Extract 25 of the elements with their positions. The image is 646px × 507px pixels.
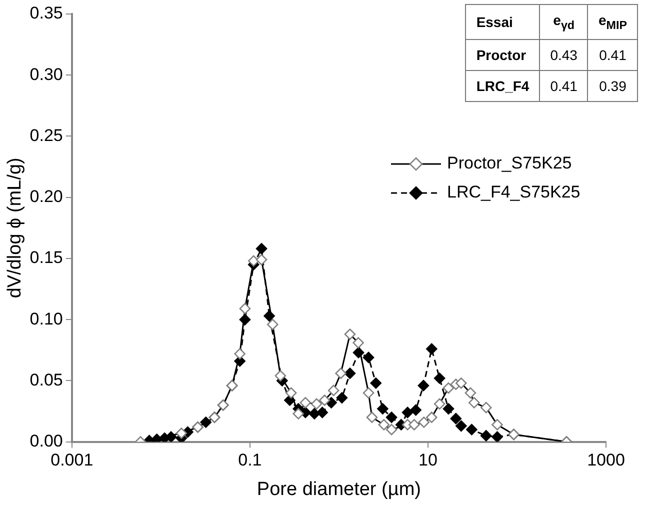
annotation: LRC_F4 bbox=[466, 70, 540, 102]
annotation: Proctor bbox=[466, 39, 540, 70]
y-tick-label: 0.20 bbox=[30, 187, 63, 206]
y-tick-label: 0.10 bbox=[30, 309, 63, 328]
annotation: 0.41 bbox=[588, 39, 638, 70]
annotation: Essai bbox=[466, 4, 540, 40]
y-tick-label: 0.35 bbox=[30, 4, 63, 23]
y-tick-label: 0.15 bbox=[30, 248, 63, 268]
x-tick-label: 10 bbox=[418, 450, 438, 470]
annotation: 0.39 bbox=[588, 70, 638, 102]
y-tick-label: 0.25 bbox=[30, 126, 63, 145]
x-tick-label: 0.1 bbox=[238, 450, 262, 470]
y-tick-label: 0.00 bbox=[30, 431, 63, 450]
y-axis-title: dV/dlog ϕ (mL/g) bbox=[4, 158, 26, 298]
annotation: e$_{MIP}$ bbox=[588, 4, 638, 40]
x-axis-title: Pore diameter (µm) bbox=[256, 478, 421, 500]
annotation: 0.41 bbox=[540, 70, 588, 102]
annotation: e$_{γd}$ bbox=[540, 4, 588, 40]
legend-label: LRC_F4_S75K25 bbox=[447, 182, 580, 202]
x-tick-label: 0.001 bbox=[50, 450, 94, 470]
y-tick-label: 0.30 bbox=[30, 64, 63, 84]
annotation: 0.43 bbox=[540, 39, 588, 70]
y-tick-label: 0.05 bbox=[30, 370, 63, 390]
x-tick-label: 1000 bbox=[587, 450, 625, 470]
legend-label: Proctor_S75K25 bbox=[447, 154, 572, 173]
